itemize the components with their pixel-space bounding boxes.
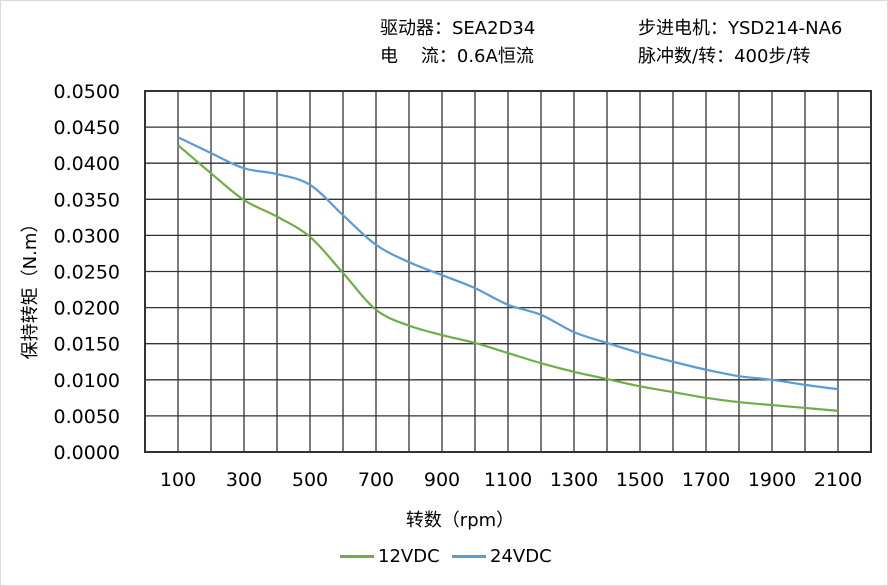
y-tick-label: 0.0300 <box>54 225 120 247</box>
x-tick-label: 1900 <box>748 469 796 491</box>
legend-item-24vdc: 24VDC <box>452 546 552 567</box>
legend-swatch <box>340 555 374 558</box>
series-line-12vdc <box>177 144 839 412</box>
y-tick-labels: 0.0000 0.0050 0.0100 0.0150 0.0200 0.0250 0.03… <box>54 81 120 464</box>
y-tick-label: 0.0150 <box>54 334 120 356</box>
y-tick-label: 0.0350 <box>54 189 120 211</box>
y-tick-label: 0.0450 <box>54 117 120 139</box>
x-tick-label: 1500 <box>616 469 664 491</box>
x-tick-label: 2100 <box>814 469 862 491</box>
y-tick-label: 0.0100 <box>54 370 120 392</box>
x-tick-label: 300 <box>226 469 262 491</box>
x-axis-label: 转数（rpm） <box>406 510 514 531</box>
x-tick-label: 100 <box>160 469 196 491</box>
y-tick-label: 0.0500 <box>54 81 120 103</box>
pulses-label: 脉冲数/转：400步/转 <box>638 46 811 67</box>
motor-label: 步进电机：YSD214-NA6 <box>638 18 843 39</box>
plot-border <box>144 90 872 453</box>
legend-label: 24VDC <box>490 546 552 567</box>
grid <box>144 90 872 453</box>
x-tick-label: 1700 <box>682 469 730 491</box>
x-tick-label: 1100 <box>484 469 532 491</box>
legend-swatch <box>452 555 486 558</box>
driver-label: 驱动器：SEA2D34 <box>380 18 536 39</box>
y-axis-label: 保持转矩（N.m） <box>20 215 41 360</box>
legend-label: 12VDC <box>378 546 440 567</box>
x-tick-label: 500 <box>292 469 328 491</box>
y-tick-label: 0.0200 <box>54 298 120 320</box>
series-line-24vdc <box>177 136 839 391</box>
series-lines <box>177 136 839 412</box>
x-tick-label: 700 <box>358 469 394 491</box>
current-label: 电 流：0.6A恒流 <box>380 46 534 67</box>
y-tick-label: 0.0250 <box>54 262 120 284</box>
x-tick-label: 900 <box>424 469 460 491</box>
x-tick-label: 1300 <box>550 469 598 491</box>
y-tick-label: 0.0050 <box>54 406 120 428</box>
x-tick-labels: 100 300 500 700 900 1100 1300 1500 1700 1900 2100 <box>160 469 862 491</box>
y-tick-label: 0.0000 <box>54 442 120 464</box>
y-tick-label: 0.0400 <box>54 153 120 175</box>
legend-item-12vdc: 12VDC <box>340 546 440 567</box>
